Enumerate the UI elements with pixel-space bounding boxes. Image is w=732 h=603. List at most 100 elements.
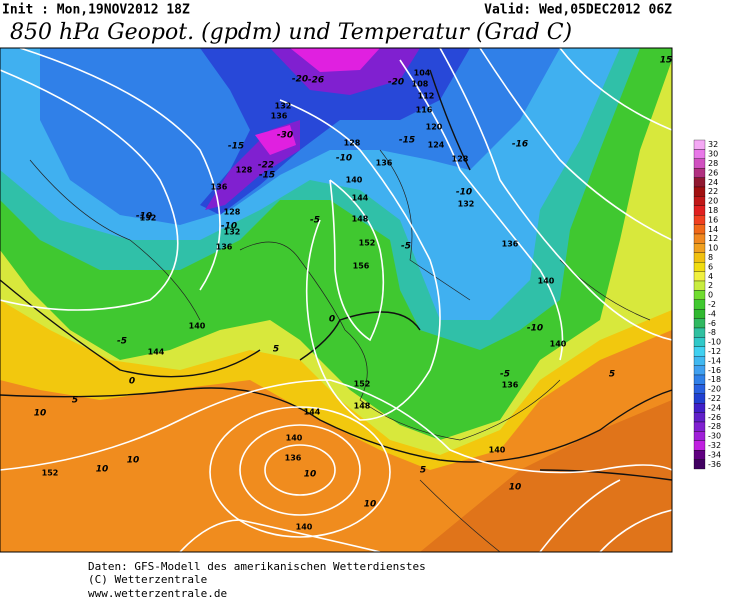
colorbar-label: -24 xyxy=(708,403,721,412)
colorbar-label: -18 xyxy=(708,375,721,384)
colorbar-swatch xyxy=(693,139,706,150)
geopotential-label: 136 xyxy=(502,381,519,390)
footer-line: Daten: GFS-Modell des amerikanischen Wet… xyxy=(88,560,426,573)
geopotential-label: 140 xyxy=(538,277,555,286)
temperature-label: -5 xyxy=(310,216,320,226)
isohypse xyxy=(479,48,672,241)
colorbar-swatch xyxy=(693,393,706,404)
colorbar-label: -4 xyxy=(708,309,716,318)
colorbar-label: 10 xyxy=(708,244,718,253)
colorbar-label: -20 xyxy=(708,385,721,394)
geopotential-label: 136 xyxy=(271,112,288,121)
colorbar-swatch xyxy=(693,262,706,272)
geopotential-label: 140 xyxy=(550,340,567,349)
colorbar-label: 32 xyxy=(708,140,718,149)
colorbar-swatch xyxy=(693,158,706,169)
colorbar-label: 12 xyxy=(708,234,718,243)
map-area xyxy=(0,47,673,553)
init-time: Init : Mon,19NOV2012 18Z xyxy=(2,3,190,18)
colorbar-swatch xyxy=(693,346,706,357)
colorbar-label: 22 xyxy=(708,187,718,196)
colorbar-swatch xyxy=(693,356,706,366)
colorbar-label: -26 xyxy=(708,413,721,422)
temperature-label: 10 xyxy=(127,456,140,466)
geopotential-label: 136 xyxy=(211,183,228,192)
colorbar-label: -8 xyxy=(708,328,716,337)
colorbar-swatch xyxy=(693,233,706,244)
geopotential-label: 132 xyxy=(224,228,241,237)
temperature-label: -15 xyxy=(259,171,275,181)
geopotential-label: 104 xyxy=(414,69,431,78)
geopotential-label: 136 xyxy=(376,159,393,168)
colorbar-swatch xyxy=(693,149,706,159)
isohypse xyxy=(399,59,564,361)
colorbar-swatch xyxy=(693,431,706,441)
isotherm xyxy=(0,69,672,481)
footer-line: www.wetterzentrale.de xyxy=(88,587,227,600)
temperature-label: 5 xyxy=(420,466,426,476)
colorbar-label: 2 xyxy=(708,281,713,290)
geopotential-label: 140 xyxy=(346,176,363,185)
colorbar-swatch xyxy=(693,421,706,432)
footer-line: (C) Wetterzentrale xyxy=(88,573,207,586)
geopotential-label: 132 xyxy=(275,102,292,111)
geopotential-label: 136 xyxy=(285,454,302,463)
colorbar-label: -14 xyxy=(708,356,721,365)
colorbar-swatch xyxy=(693,205,706,216)
temperature-label: -30 xyxy=(277,131,293,141)
colorbar-swatch xyxy=(693,299,706,310)
geopotential-label: 140 xyxy=(296,523,313,532)
geopotential-label: 132 xyxy=(458,200,475,209)
temperature-label: -20 xyxy=(292,75,308,85)
colorbar-swatch xyxy=(693,215,706,225)
colorbar-swatch xyxy=(693,318,706,329)
very-cold-region xyxy=(255,48,380,155)
colorbar-swatch xyxy=(693,196,706,206)
colorbar-swatch xyxy=(693,450,706,460)
temperature-label: -5 xyxy=(117,337,127,347)
cold-region xyxy=(200,48,470,215)
geopotential-label: 116 xyxy=(416,106,433,115)
temperature-label: -10 xyxy=(221,222,237,232)
colorbar-swatch xyxy=(693,243,706,253)
colorbar-label: -22 xyxy=(708,394,721,403)
colorbar-label: 30 xyxy=(708,150,718,159)
geopotential-label: 108 xyxy=(412,80,429,89)
geopotential-label: 152 xyxy=(42,469,59,478)
temperature-label: -15 xyxy=(228,142,244,152)
temperature-label: -10 xyxy=(336,154,352,164)
isohypse xyxy=(19,48,221,291)
geopotential-label: 156 xyxy=(353,262,370,271)
colorbar-swatch xyxy=(693,459,706,470)
warm-region xyxy=(420,400,672,552)
geopotential-label: 140 xyxy=(189,322,206,331)
colorbar-label: -6 xyxy=(708,319,716,328)
temperature-label: 10 xyxy=(364,500,377,510)
temperature-label: -10 xyxy=(136,212,152,222)
geopotential-label: 132 xyxy=(140,214,157,223)
isohypse xyxy=(0,69,179,311)
temperature-label: 10 xyxy=(509,483,522,493)
colorbar-swatch xyxy=(693,412,706,423)
geopotential-label: 144 xyxy=(304,408,321,417)
colorbar-swatch xyxy=(693,337,706,347)
colorbar-label: -12 xyxy=(708,347,721,356)
temperature-label: -20 xyxy=(388,78,404,88)
temperature-label: 0 xyxy=(129,377,135,387)
isohypse xyxy=(439,48,672,341)
colorbar-label: 0 xyxy=(708,291,713,300)
temperature-label: -26 xyxy=(308,76,324,86)
temperature-label: 5 xyxy=(273,345,279,355)
colorbar-swatch xyxy=(693,403,706,413)
colorbar-swatch xyxy=(693,384,706,394)
colorbar-label: 16 xyxy=(708,215,718,224)
colorbar-label: -28 xyxy=(708,422,721,431)
geopotential-label: 144 xyxy=(148,348,165,357)
temperature-label: 15 xyxy=(660,56,673,66)
colorbar-swatch xyxy=(693,271,706,282)
colorbar-swatch xyxy=(693,374,706,385)
colorbar-label: 4 xyxy=(708,272,713,281)
temperature-label: -10 xyxy=(527,324,543,334)
colorbar-label: 6 xyxy=(708,262,713,271)
